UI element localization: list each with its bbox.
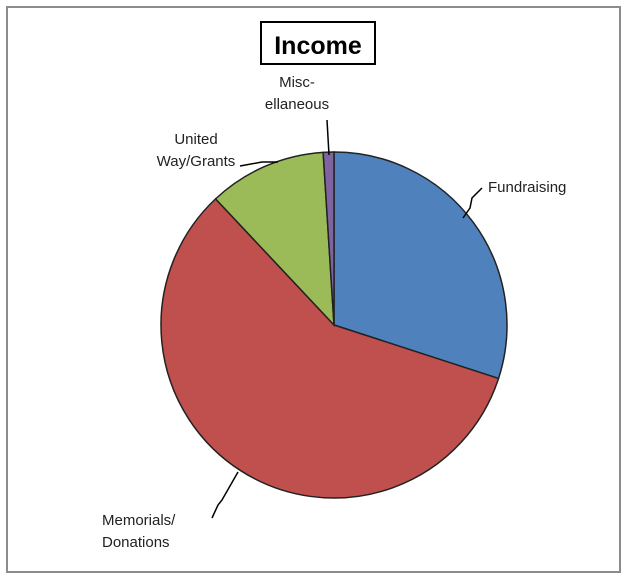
leader-line-3 xyxy=(326,119,330,156)
pie-slice-fundraising xyxy=(333,151,508,380)
slice-label-memorials-donations: Memorials/Donations xyxy=(102,512,176,551)
chart-title: Income xyxy=(260,21,376,65)
leader-line-0 xyxy=(462,187,483,219)
slice-label-misc-ellaneous: Misc-ellaneous xyxy=(265,74,329,113)
slice-label-line: Donations xyxy=(102,534,170,551)
slice-label-line: Way/Grants xyxy=(157,153,236,170)
pie-slices xyxy=(160,151,508,499)
leader-lines xyxy=(211,119,483,519)
pie-slice-united-way-grants xyxy=(214,151,335,328)
slice-label-fundraising: Fundraising xyxy=(488,179,566,196)
slice-label-line: Fundraising xyxy=(488,179,566,196)
chart-title-text: Income xyxy=(274,32,362,60)
slice-label-line: Memorials/ xyxy=(102,512,176,529)
slice-label-line: Misc- xyxy=(279,74,315,91)
leader-line-1 xyxy=(211,471,239,519)
slice-labels: Fundraising Memorials/Donations United Way/… xyxy=(102,74,566,551)
slice-label-line: United xyxy=(174,131,217,148)
slice-label-united-way-grants: United Way/Grants xyxy=(157,131,236,170)
leader-line-2 xyxy=(239,161,278,167)
chart-title-box xyxy=(260,21,376,65)
slice-label-line: ellaneous xyxy=(265,96,329,113)
pie-slice-memorials-donations xyxy=(160,197,500,499)
